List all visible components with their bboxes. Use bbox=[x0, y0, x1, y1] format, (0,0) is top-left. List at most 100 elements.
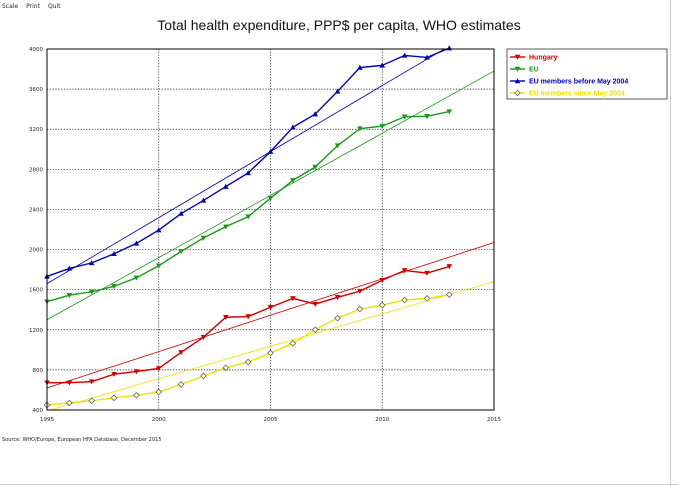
data-point bbox=[133, 369, 140, 375]
x-tick-label: 2000 bbox=[152, 417, 166, 423]
data-point bbox=[223, 224, 229, 230]
data-point bbox=[66, 265, 73, 271]
grid-layer bbox=[47, 49, 494, 410]
data-point bbox=[446, 291, 453, 298]
data-point bbox=[155, 388, 163, 396]
data-point bbox=[401, 268, 408, 274]
data-point bbox=[267, 148, 274, 154]
data-point bbox=[88, 379, 95, 385]
x-tick-label: 2010 bbox=[375, 417, 389, 423]
data-point bbox=[356, 305, 364, 313]
data-point bbox=[222, 364, 230, 372]
y-tick-label: 4000 bbox=[29, 47, 43, 53]
legend-label: EU members since May 2004 bbox=[529, 91, 625, 98]
trendline bbox=[47, 70, 494, 321]
menu-quit[interactable]: Quit bbox=[47, 3, 61, 10]
data-point bbox=[177, 381, 185, 388]
y-tick-label: 800 bbox=[33, 368, 44, 374]
data-point bbox=[111, 250, 117, 257]
data-point bbox=[110, 394, 118, 402]
series-line bbox=[46, 293, 450, 406]
data-point bbox=[245, 214, 251, 220]
data-point bbox=[200, 372, 207, 380]
trendline bbox=[49, 281, 494, 410]
y-tick-label: 3200 bbox=[29, 127, 43, 133]
data-point bbox=[334, 88, 341, 94]
series-line bbox=[46, 47, 450, 278]
data-point bbox=[514, 89, 521, 97]
data-point bbox=[133, 240, 140, 246]
y-tick-label: 1600 bbox=[29, 288, 43, 294]
data-point bbox=[88, 397, 95, 405]
data-point bbox=[267, 349, 274, 357]
data-point bbox=[289, 340, 297, 347]
data-point bbox=[401, 52, 408, 58]
trendline-layer bbox=[47, 49, 494, 410]
y-tick-label: 2400 bbox=[29, 207, 43, 213]
data-point bbox=[379, 62, 386, 68]
menu-bar: Scale Print Quit bbox=[2, 3, 61, 15]
data-point bbox=[223, 183, 229, 189]
y-tick-label: 1200 bbox=[29, 328, 43, 334]
series-layer bbox=[43, 45, 453, 409]
legend-label: EU bbox=[529, 67, 539, 74]
data-point bbox=[446, 45, 453, 51]
data-point bbox=[200, 235, 207, 241]
data-point bbox=[379, 123, 386, 129]
data-point bbox=[88, 289, 95, 295]
data-point bbox=[178, 350, 184, 356]
data-point bbox=[155, 227, 162, 233]
data-point bbox=[244, 358, 252, 366]
data-point bbox=[178, 249, 184, 255]
data-point bbox=[290, 178, 296, 184]
data-point bbox=[424, 114, 430, 120]
data-point bbox=[223, 315, 229, 321]
plot-frame bbox=[46, 48, 495, 411]
data-point bbox=[290, 124, 296, 130]
data-point bbox=[311, 326, 319, 333]
data-point bbox=[357, 288, 363, 294]
data-point bbox=[200, 334, 207, 340]
tick-label-layer: 1995 2000 2005 2010 2015 400 800 1200 1600 2000 24… bbox=[29, 47, 501, 423]
data-point bbox=[401, 296, 408, 304]
data-point bbox=[379, 278, 386, 284]
y-tick-label: 2000 bbox=[29, 248, 43, 254]
menu-print[interactable]: Print bbox=[26, 3, 40, 10]
data-point bbox=[155, 366, 162, 372]
legend: Hungary EU EU members before May 2004 EU me… bbox=[506, 48, 668, 100]
data-point bbox=[378, 301, 386, 309]
menu-scale[interactable]: Scale bbox=[2, 3, 19, 10]
data-point bbox=[357, 64, 363, 70]
data-point bbox=[334, 143, 341, 149]
data-point bbox=[178, 210, 184, 216]
y-tick-label: 400 bbox=[33, 408, 44, 414]
data-point bbox=[290, 296, 296, 302]
data-point bbox=[245, 170, 251, 176]
data-point bbox=[66, 380, 73, 386]
data-point bbox=[66, 292, 73, 298]
data-point bbox=[245, 314, 251, 320]
data-point bbox=[514, 78, 521, 84]
window-border-right bbox=[670, 0, 671, 486]
x-tick-label: 1995 bbox=[40, 417, 54, 423]
series-line bbox=[46, 110, 450, 303]
x-tick-label: 2015 bbox=[487, 417, 501, 423]
source-note: Source: WHO/Europe, European HFA Databas… bbox=[2, 437, 162, 443]
data-point bbox=[423, 295, 431, 302]
data-point bbox=[424, 270, 430, 276]
legend-label: EU members before May 2004 bbox=[529, 79, 628, 86]
data-point bbox=[334, 314, 341, 322]
data-point bbox=[312, 301, 318, 307]
data-point bbox=[446, 109, 453, 115]
data-point bbox=[66, 399, 73, 407]
data-point bbox=[200, 197, 207, 203]
legend-box bbox=[506, 48, 668, 100]
y-tick-label: 2800 bbox=[29, 167, 43, 173]
legend-label: Hungary bbox=[529, 55, 558, 62]
trendline bbox=[47, 242, 494, 389]
data-point bbox=[424, 54, 430, 60]
series-line bbox=[47, 265, 450, 384]
data-point bbox=[401, 114, 408, 120]
data-point bbox=[312, 164, 318, 170]
